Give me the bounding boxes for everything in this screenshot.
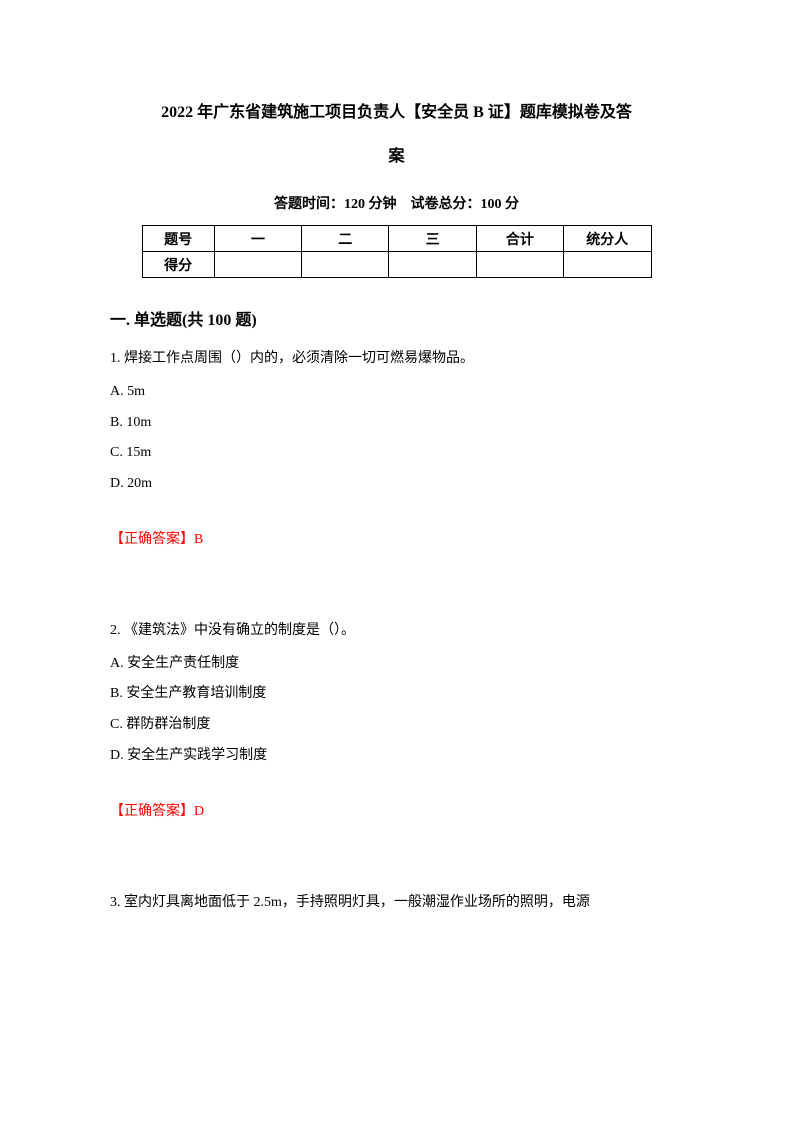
- score-cell: [302, 252, 389, 278]
- question-text: 1. 焊接工作点周围（）内的，必须清除一切可燃易爆物品。: [110, 346, 683, 373]
- correct-answer: 【正确答案】D: [110, 800, 683, 820]
- option-c: C. 15m: [110, 438, 683, 469]
- question-1: 1. 焊接工作点周围（）内的，必须清除一切可燃易爆物品。 A. 5m B. 10…: [110, 346, 683, 548]
- score-cell: [214, 252, 301, 278]
- option-a: A. 5m: [110, 377, 683, 408]
- header-cell: 一: [214, 226, 301, 252]
- exam-info: 答题时间：120 分钟 试卷总分：100 分: [110, 193, 683, 213]
- question-text: 3. 室内灯具离地面低于 2.5m，手持照明灯具，一般潮湿作业场所的照明，电源: [110, 890, 683, 917]
- option-b: B. 10m: [110, 408, 683, 439]
- table-header-row: 题号 一 二 三 合计 统分人: [142, 226, 651, 252]
- exam-title: 2022 年广东省建筑施工项目负责人【安全员 B 证】题库模拟卷及答 案: [110, 100, 683, 169]
- option-b: B. 安全生产教育培训制度: [110, 679, 683, 710]
- question-2: 2. 《建筑法》中没有确立的制度是（）。 A. 安全生产责任制度 B. 安全生产…: [110, 618, 683, 820]
- section-header: 一. 单选题(共 100 题): [110, 306, 683, 330]
- header-cell: 合计: [476, 226, 563, 252]
- option-d: D. 20m: [110, 469, 683, 500]
- header-cell: 统分人: [564, 226, 651, 252]
- title-line-2: 案: [110, 144, 683, 170]
- option-c: C. 群防群治制度: [110, 710, 683, 741]
- option-d: D. 安全生产实践学习制度: [110, 741, 683, 772]
- question-3: 3. 室内灯具离地面低于 2.5m，手持照明灯具，一般潮湿作业场所的照明，电源: [110, 890, 683, 917]
- score-table: 题号 一 二 三 合计 统分人 得分: [142, 225, 652, 278]
- correct-answer: 【正确答案】B: [110, 528, 683, 548]
- header-cell: 三: [389, 226, 476, 252]
- score-cell: [389, 252, 476, 278]
- header-cell: 二: [302, 226, 389, 252]
- header-cell: 题号: [142, 226, 214, 252]
- score-cell: [476, 252, 563, 278]
- table-score-row: 得分: [142, 252, 651, 278]
- row-label-cell: 得分: [142, 252, 214, 278]
- question-text: 2. 《建筑法》中没有确立的制度是（）。: [110, 618, 683, 645]
- option-a: A. 安全生产责任制度: [110, 649, 683, 680]
- title-line-1: 2022 年广东省建筑施工项目负责人【安全员 B 证】题库模拟卷及答: [110, 100, 683, 126]
- score-cell: [564, 252, 651, 278]
